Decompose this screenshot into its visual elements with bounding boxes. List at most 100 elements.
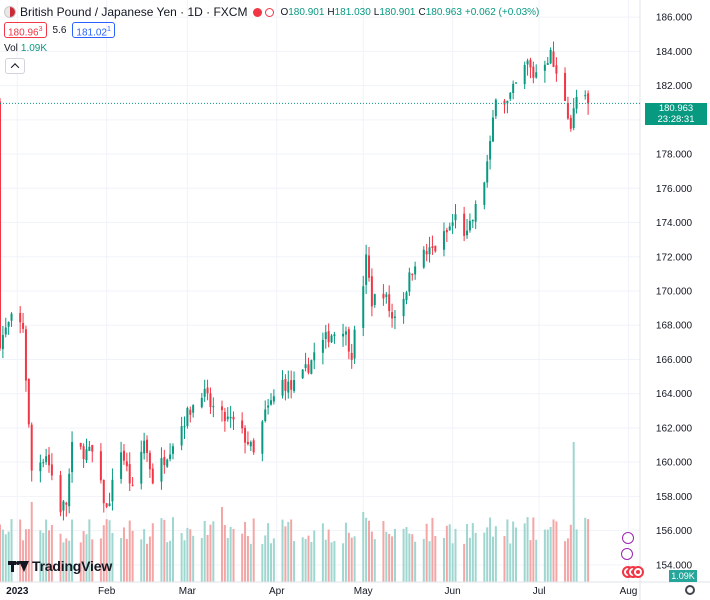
volume-bar bbox=[526, 517, 529, 582]
volume-bar bbox=[483, 532, 486, 582]
volume-bars bbox=[0, 442, 590, 582]
volume-bar bbox=[146, 543, 149, 582]
candle-body bbox=[82, 446, 85, 460]
candle-body bbox=[564, 72, 567, 102]
candle-body bbox=[388, 294, 391, 312]
volume-bar bbox=[347, 532, 350, 582]
candle-body bbox=[232, 416, 235, 420]
symbol-title[interactable]: British Pound / Japanese Yen · 1D · FXCM bbox=[20, 5, 248, 19]
candle-body bbox=[206, 387, 209, 394]
volume-bar bbox=[99, 538, 102, 582]
sell-button[interactable]: 180.963 bbox=[4, 22, 47, 38]
tradingview-logo[interactable]: TradingView bbox=[8, 558, 112, 574]
volume-bar bbox=[19, 519, 22, 582]
candle-body bbox=[272, 396, 275, 402]
candle-body bbox=[48, 454, 51, 466]
settings-gear-icon[interactable] bbox=[685, 585, 695, 595]
volume-bar bbox=[206, 534, 209, 582]
candle-body bbox=[402, 298, 405, 317]
event-flash-icon[interactable] bbox=[622, 532, 634, 544]
candle-body bbox=[431, 246, 434, 249]
ohlc-change: +0.062 (+0.03%) bbox=[464, 6, 540, 18]
volume-bar bbox=[171, 517, 174, 582]
volume-bar bbox=[39, 530, 42, 582]
candle-body bbox=[261, 421, 264, 454]
volume-bar bbox=[131, 530, 134, 582]
volume-bar bbox=[301, 537, 304, 582]
volume-bar bbox=[7, 531, 10, 582]
chart-legend-header: British Pound / Japanese Yen · 1D · FXCM… bbox=[4, 4, 542, 20]
volume-bar bbox=[30, 502, 33, 582]
candle-body bbox=[252, 440, 255, 453]
candle-body bbox=[88, 446, 91, 451]
candle-body bbox=[7, 322, 10, 327]
candle-body bbox=[223, 411, 226, 422]
volume-bar bbox=[330, 542, 333, 582]
time-tick-label: Feb bbox=[98, 586, 116, 597]
candle-body bbox=[140, 451, 143, 484]
candle-body bbox=[523, 65, 526, 85]
candle-body bbox=[382, 293, 385, 299]
volume-bar bbox=[267, 523, 270, 582]
candles bbox=[0, 41, 590, 521]
candle-body bbox=[30, 424, 33, 471]
candle-body bbox=[241, 420, 244, 429]
collapse-legend-button[interactable] bbox=[5, 58, 25, 74]
price-tick-label: 172.000 bbox=[656, 252, 693, 263]
candle-body bbox=[50, 464, 53, 476]
candle-body bbox=[85, 449, 88, 461]
volume-bar bbox=[442, 537, 445, 582]
candle-body bbox=[4, 327, 7, 335]
candle-body bbox=[549, 49, 552, 64]
candle-body bbox=[414, 266, 417, 275]
volume-bar bbox=[108, 520, 111, 582]
candle-body bbox=[22, 323, 25, 329]
volume-bar bbox=[506, 519, 509, 582]
volume-bar bbox=[425, 523, 428, 582]
candle-body bbox=[347, 329, 350, 352]
buy-button[interactable]: 181.021 bbox=[72, 22, 115, 38]
price-tick-label: 160.000 bbox=[656, 458, 693, 469]
volume-bar bbox=[353, 536, 356, 582]
trade-buttons: 180.963 5.6 181.021 bbox=[4, 22, 115, 38]
candle-body bbox=[108, 503, 111, 507]
candle-body bbox=[422, 249, 425, 268]
market-status-icon[interactable] bbox=[253, 7, 263, 17]
volume-bar bbox=[468, 537, 471, 582]
price-tick-label: 154.000 bbox=[656, 560, 693, 571]
volume-bar bbox=[532, 517, 535, 582]
volume-bar bbox=[569, 524, 572, 582]
volume-bar bbox=[42, 532, 45, 582]
candle-body bbox=[411, 273, 414, 275]
volume-bar bbox=[151, 523, 154, 582]
candle-body bbox=[203, 388, 206, 397]
price-tick-label: 156.000 bbox=[656, 526, 693, 537]
volume-bar bbox=[269, 543, 272, 582]
volume-bar bbox=[128, 520, 131, 582]
volume-bar bbox=[226, 537, 229, 582]
candle-body bbox=[408, 272, 411, 292]
price-tick-label: 178.000 bbox=[656, 150, 693, 161]
candle-body bbox=[19, 312, 22, 323]
candle-body bbox=[59, 475, 62, 513]
candle-body bbox=[189, 409, 192, 415]
price-tick-label: 170.000 bbox=[656, 287, 693, 298]
volume-bar bbox=[512, 521, 515, 582]
volume-bar bbox=[564, 541, 567, 582]
candle-body bbox=[71, 441, 74, 473]
volume-bar bbox=[246, 536, 249, 582]
event-dividend-icon[interactable] bbox=[621, 548, 633, 560]
volume-bar bbox=[249, 543, 252, 582]
volume-bar bbox=[71, 519, 74, 582]
volume-bar bbox=[575, 529, 578, 582]
candle-body bbox=[111, 479, 114, 502]
candle-body bbox=[122, 450, 125, 461]
volume-bar bbox=[62, 542, 65, 582]
candle-body bbox=[244, 427, 247, 443]
candle-body bbox=[186, 407, 189, 427]
economic-event-icon-3[interactable] bbox=[632, 566, 644, 578]
volume-bar bbox=[45, 519, 48, 582]
alert-status-icon[interactable] bbox=[265, 7, 275, 17]
candle-body bbox=[546, 63, 549, 65]
